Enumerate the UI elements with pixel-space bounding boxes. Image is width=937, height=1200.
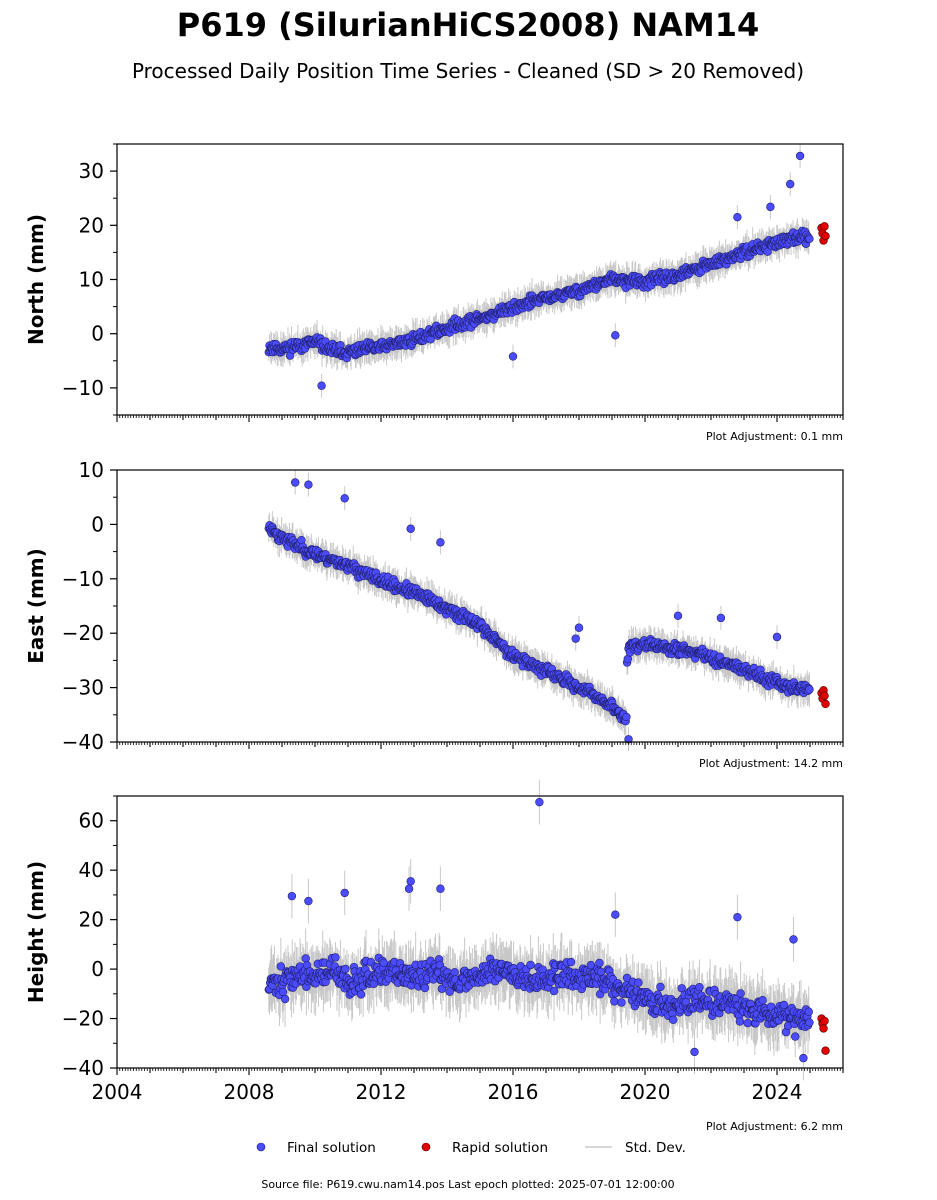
north-outlier-point bbox=[795, 151, 805, 161]
height-final-point bbox=[566, 957, 576, 967]
height-final-point bbox=[617, 998, 626, 1007]
east-rapid-point bbox=[821, 699, 830, 709]
height-final-point bbox=[341, 964, 350, 974]
north-outlier-point bbox=[611, 331, 620, 340]
east-outlier-point bbox=[304, 480, 313, 489]
east-outlier-point bbox=[716, 613, 726, 623]
north-outlier-point bbox=[317, 381, 326, 390]
east-outlier-point bbox=[291, 478, 300, 487]
east-y-tick-label: 0 bbox=[91, 512, 104, 536]
north-plot-adjustment: Plot Adjustment: 0.1 mm bbox=[706, 430, 843, 443]
height-final-point bbox=[420, 983, 430, 993]
east-rapid-point bbox=[820, 691, 829, 700]
height-final-point bbox=[356, 990, 366, 999]
height-final-point bbox=[634, 978, 643, 987]
north-y-tick-label: 10 bbox=[79, 268, 104, 292]
east-y-tick-label: −20 bbox=[62, 621, 104, 645]
east-stddev-group bbox=[268, 470, 810, 752]
east-plot-frame bbox=[116, 469, 844, 743]
east-y-tick-label: −10 bbox=[62, 567, 104, 591]
east-y-axis-label: East (mm) bbox=[24, 548, 48, 664]
east-outlier-point bbox=[340, 494, 349, 503]
north-y-tick-label: 0 bbox=[91, 322, 104, 346]
north-outlier-point bbox=[508, 352, 518, 361]
north-outlier-point bbox=[785, 179, 795, 189]
east-y-tick-label: −30 bbox=[62, 676, 104, 700]
height-final-point bbox=[595, 958, 604, 968]
height-final-point bbox=[610, 997, 619, 1006]
east-outlier-point bbox=[574, 623, 584, 632]
east-final-points bbox=[264, 478, 814, 744]
north-y-tick-label: 20 bbox=[79, 213, 104, 237]
east-outlier-point bbox=[772, 632, 782, 642]
north-panel: −10 0 10 20 30 North (mm) Plot Adjustment: 0.1… bbox=[24, 143, 844, 443]
east-y-tick-label: 10 bbox=[79, 458, 104, 482]
east-outlier-point bbox=[436, 538, 445, 547]
north-plot-frame bbox=[116, 143, 844, 416]
east-final-point bbox=[622, 712, 631, 722]
height-final-point bbox=[450, 968, 459, 977]
north-outlier-point bbox=[766, 202, 775, 212]
height-stddev-group bbox=[268, 779, 810, 1081]
chart-subtitle: Processed Daily Position Time Series - C… bbox=[132, 59, 804, 83]
east-final-point bbox=[805, 685, 814, 694]
height-final-point bbox=[331, 953, 340, 962]
north-final-point bbox=[805, 234, 814, 244]
height-final-point bbox=[278, 987, 288, 997]
east-plot-adjustment: Plot Adjustment: 14.2 mm bbox=[699, 757, 843, 770]
north-rapid-points bbox=[817, 222, 830, 245]
east-outlier-point bbox=[673, 611, 683, 620]
east-outlier-point bbox=[406, 524, 415, 533]
east-outlier-point bbox=[571, 634, 580, 643]
height-final-point bbox=[280, 994, 290, 1004]
height-final-point bbox=[526, 960, 535, 970]
height-final-point bbox=[301, 954, 310, 963]
north-rapid-point bbox=[821, 231, 830, 241]
east-y-tick-label: −40 bbox=[62, 730, 104, 754]
east-panel: −40 −30 −20 −10 0 10 East (mm) Plot Adjustment:… bbox=[24, 458, 844, 770]
east-rapid-points bbox=[817, 686, 830, 709]
north-final-points bbox=[264, 151, 814, 390]
height-final-point bbox=[549, 986, 559, 996]
north-outlier-point bbox=[733, 212, 742, 222]
north-y-axis-label: North (mm) bbox=[24, 214, 48, 345]
north-rapid-point bbox=[820, 222, 829, 231]
north-y-tick-label: −10 bbox=[62, 376, 104, 400]
north-y-tick-label: 30 bbox=[79, 159, 104, 183]
chart-title: P619 (SilurianHiCS2008) NAM14 bbox=[177, 6, 760, 44]
